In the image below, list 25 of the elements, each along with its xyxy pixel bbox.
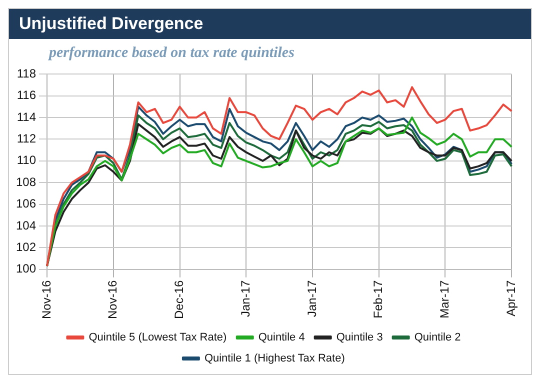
x-tick-label: Nov-16 (39, 280, 54, 320)
y-tick-label: 110 (16, 153, 36, 168)
y-tick-label: 106 (16, 196, 36, 211)
y-tick-label: 114 (16, 110, 36, 124)
x-tick-label: Apr-17 (504, 280, 518, 316)
y-tick-label: 112 (16, 132, 36, 146)
y-tick-label: 116 (16, 88, 36, 102)
legend-label: Quintile 2 (414, 332, 461, 344)
x-tick-label: Jan-17 (304, 280, 319, 318)
legend-label: Quintile 4 (258, 332, 305, 344)
legend-label: Quintile 3 (336, 332, 383, 344)
legend-label: Quintile 5 (Lowest Tax Rate) (88, 332, 227, 344)
x-tick-label: Nov-16 (106, 280, 120, 320)
x-tick-label: Feb-17 (371, 280, 386, 318)
y-tick-label: 104 (16, 218, 36, 232)
chart-subtitle: performance based on tax rate quintiles (47, 44, 296, 63)
legend-label: Quintile 1 (Highest Tax Rate) (204, 352, 345, 365)
y-tick-label: 102 (16, 240, 36, 254)
x-tick-label: Jan-17 (238, 280, 252, 318)
x-tick-label: Mar-17 (438, 280, 452, 318)
x-tick-label: Dec-16 (172, 280, 186, 320)
y-tick-label: 100 (16, 262, 36, 276)
y-tick-label: 118 (16, 66, 36, 81)
chart-title: Unjustified Divergence (9, 9, 531, 39)
y-tick-label: 108 (16, 174, 36, 189)
